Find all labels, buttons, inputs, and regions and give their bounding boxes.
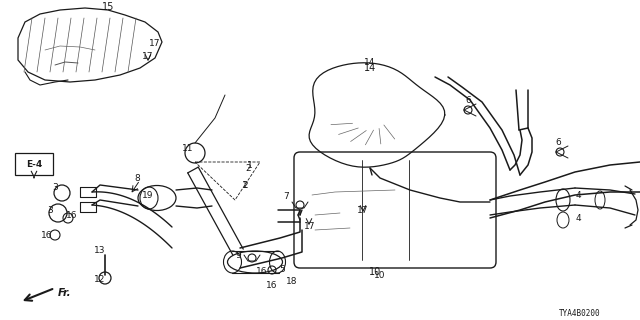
Text: 9: 9 — [235, 251, 241, 260]
Text: 10: 10 — [369, 267, 381, 277]
Text: 12: 12 — [94, 276, 106, 284]
Text: 3: 3 — [47, 205, 53, 214]
Text: 15: 15 — [102, 2, 114, 12]
Text: 2: 2 — [242, 180, 248, 189]
Text: 11: 11 — [182, 143, 194, 153]
Text: 17: 17 — [304, 221, 316, 230]
Text: 1: 1 — [247, 161, 253, 170]
Text: 4: 4 — [575, 190, 581, 199]
Text: 17: 17 — [142, 52, 154, 60]
Text: Fr.: Fr. — [58, 288, 72, 298]
Text: 14: 14 — [364, 63, 376, 73]
Text: 2: 2 — [245, 164, 251, 172]
Text: 16: 16 — [67, 211, 77, 220]
Text: 16: 16 — [256, 268, 268, 276]
Text: 16: 16 — [41, 230, 52, 239]
Text: 16: 16 — [266, 281, 278, 290]
Text: TYA4B0200: TYA4B0200 — [559, 309, 601, 318]
Text: 3: 3 — [52, 182, 58, 191]
Text: 8: 8 — [134, 173, 140, 182]
Text: 17: 17 — [149, 38, 161, 47]
Text: 17: 17 — [357, 205, 369, 214]
Text: E-4: E-4 — [26, 159, 42, 169]
Text: 6: 6 — [555, 138, 561, 147]
Text: 7: 7 — [283, 191, 289, 201]
Text: 19: 19 — [142, 190, 154, 199]
Text: 13: 13 — [94, 245, 106, 254]
Text: 5: 5 — [279, 266, 285, 275]
Text: 10: 10 — [374, 271, 386, 281]
Text: 18: 18 — [286, 277, 298, 286]
Text: 6: 6 — [465, 95, 471, 105]
Text: 14: 14 — [364, 58, 376, 67]
Text: 1: 1 — [242, 180, 248, 189]
Text: 4: 4 — [575, 213, 581, 222]
